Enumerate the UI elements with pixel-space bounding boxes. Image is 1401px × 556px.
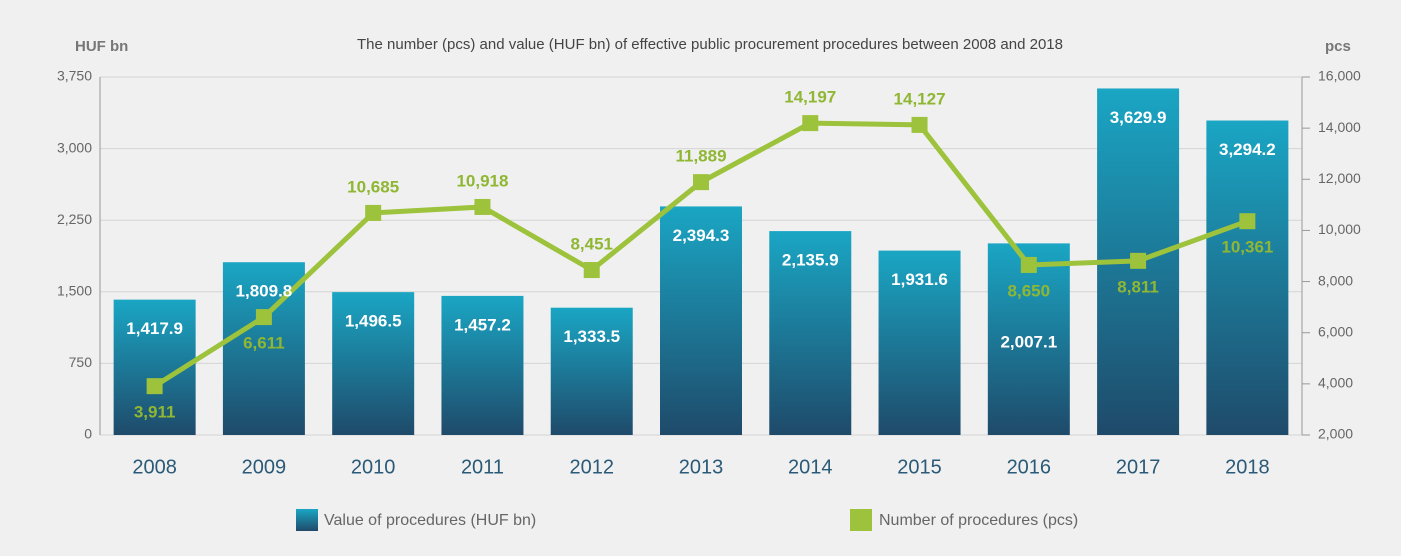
bar-label: 1,457.2 xyxy=(454,315,511,334)
x-tick-label: 2010 xyxy=(351,456,396,478)
x-tick-label: 2012 xyxy=(569,456,614,478)
point-label: 6,611 xyxy=(243,334,285,353)
bar-label: 1,333.5 xyxy=(563,327,620,346)
point xyxy=(365,204,382,221)
point xyxy=(802,115,819,132)
y2-tick-label: 10,000 xyxy=(1318,221,1361,237)
y2-tick-label: 2,000 xyxy=(1318,426,1353,442)
x-tick-label: 2016 xyxy=(1007,456,1052,478)
x-tick-label: 2009 xyxy=(242,456,287,478)
y-tick-label: 0 xyxy=(84,426,92,442)
x-tick-label: 2008 xyxy=(132,456,177,478)
bar xyxy=(660,206,742,435)
bar-label: 2,394.3 xyxy=(673,226,730,245)
y2-axis-title: pcs xyxy=(1325,38,1351,55)
point-label: 14,127 xyxy=(894,89,946,108)
y-axis-title: HUF bn xyxy=(75,38,128,55)
y-tick-label: 2,250 xyxy=(57,211,92,227)
point-label: 10,918 xyxy=(456,171,508,190)
bar-label: 1,496.5 xyxy=(345,312,402,331)
legend-label: Number of procedures (pcs) xyxy=(879,512,1078,529)
bar xyxy=(441,295,524,435)
point xyxy=(1020,256,1037,273)
point-label: 8,451 xyxy=(570,235,613,254)
point-label: 8,650 xyxy=(1008,281,1051,300)
y2-tick-label: 12,000 xyxy=(1318,170,1361,186)
bar-label: 1,809.8 xyxy=(236,282,293,301)
y2-tick-label: 6,000 xyxy=(1318,323,1353,339)
point xyxy=(1130,252,1147,269)
point xyxy=(474,198,491,215)
x-tick-label: 2017 xyxy=(1116,456,1161,478)
x-tick-label: 2015 xyxy=(897,456,942,478)
x-tick-label: 2014 xyxy=(788,456,833,478)
bar xyxy=(1206,120,1289,436)
y-tick-label: 1,500 xyxy=(57,283,92,299)
legend-label: Value of procedures (HUF bn) xyxy=(324,512,536,529)
legend-swatch xyxy=(296,509,318,531)
bar xyxy=(550,307,633,435)
x-tick-label: 2011 xyxy=(461,456,504,478)
y-tick-label: 3,750 xyxy=(57,68,92,84)
bar-label: 3,629.9 xyxy=(1110,108,1167,127)
bar-label: 2,135.9 xyxy=(782,251,839,270)
chart-title: The number (pcs) and value (HUF bn) of e… xyxy=(357,36,1063,53)
point-label: 10,361 xyxy=(1221,238,1273,257)
y2-tick-label: 14,000 xyxy=(1318,119,1361,135)
point-label: 10,685 xyxy=(347,177,399,196)
point xyxy=(693,174,709,191)
point-label: 14,197 xyxy=(784,88,836,107)
point xyxy=(146,378,163,395)
bar-label: 3,294.2 xyxy=(1219,140,1276,159)
bar-label: 1,931.6 xyxy=(891,270,948,289)
point xyxy=(911,116,928,133)
point xyxy=(1239,213,1256,230)
y-tick-label: 750 xyxy=(69,354,93,370)
bar xyxy=(769,231,852,435)
y-tick-label: 3,000 xyxy=(57,139,92,155)
legend-swatch xyxy=(850,509,872,531)
point-label: 8,811 xyxy=(1117,277,1159,296)
y2-tick-label: 16,000 xyxy=(1318,68,1361,84)
bar-label: 2,007.1 xyxy=(1000,332,1057,351)
x-tick-label: 2018 xyxy=(1225,456,1270,478)
point-label: 11,889 xyxy=(675,147,726,166)
y2-tick-label: 8,000 xyxy=(1318,272,1353,288)
x-tick-label: 2013 xyxy=(679,456,724,478)
bar xyxy=(332,292,415,435)
point-label: 3,911 xyxy=(134,403,176,422)
bar-label: 1,417.9 xyxy=(126,319,183,338)
point xyxy=(583,262,600,279)
bar xyxy=(987,243,1070,435)
y2-tick-label: 4,000 xyxy=(1318,375,1353,391)
point xyxy=(255,309,272,326)
bar xyxy=(878,250,961,435)
